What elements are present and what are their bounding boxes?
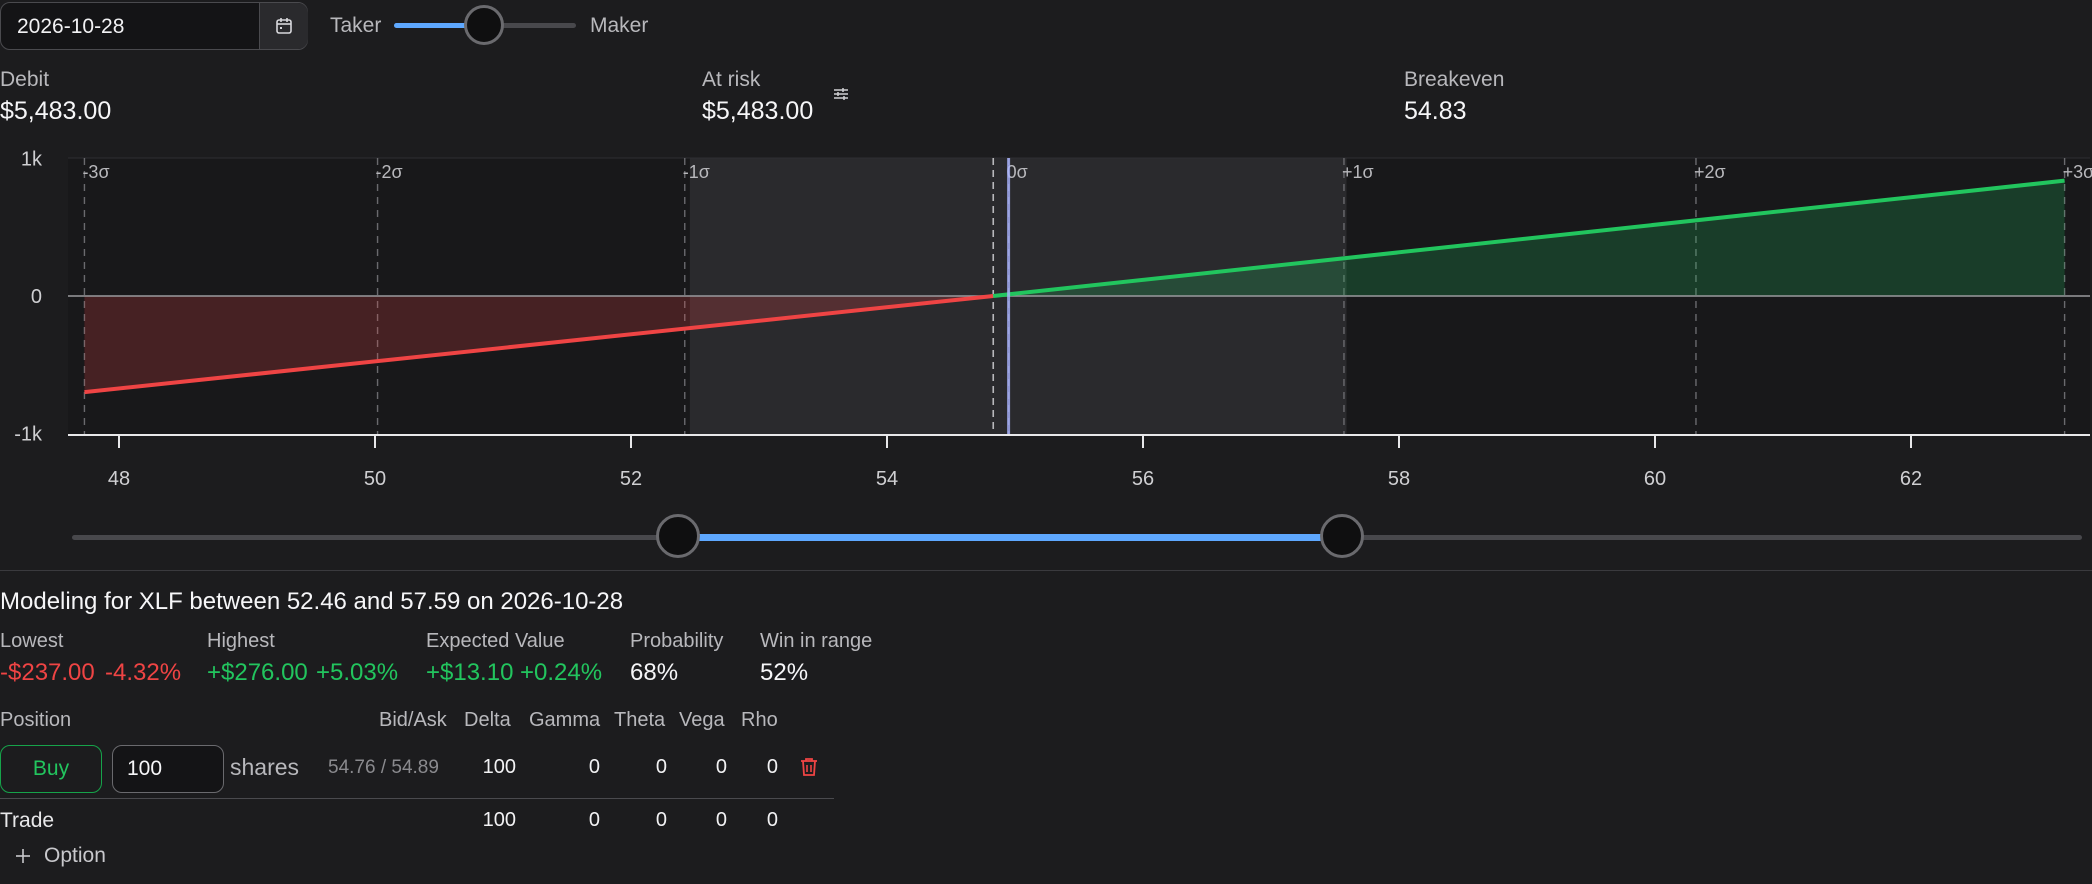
x-tick-label: 60: [1644, 468, 1666, 490]
gamma-header: Gamma: [529, 709, 601, 731]
highest-pct: +5.03%: [316, 659, 399, 686]
calendar-icon: [276, 18, 292, 34]
rho-header: Rho: [741, 709, 778, 731]
sigma-label: +2σ: [1694, 162, 1726, 182]
lowest-value: -$237.00: [0, 659, 95, 686]
row-theta: 0: [655, 756, 667, 778]
y-tick-label: 1k: [21, 150, 43, 171]
quantity-input[interactable]: [112, 745, 224, 793]
delta-header: Delta: [464, 709, 511, 731]
table-divider: [0, 798, 834, 799]
payoff-chart[interactable]: 1k 0 -1k -3σ -2σ -1σ 0σ +1σ +2σ +3σ 48 50 52 54 56 58…: [0, 150, 2092, 490]
sigma-label: +1σ: [1342, 162, 1374, 182]
x-tick-label: 52: [620, 468, 642, 490]
sigma-label: -3σ: [82, 162, 109, 182]
sigma-label: -1σ: [683, 162, 710, 182]
breakeven-value: 54.83: [1404, 97, 1467, 125]
x-tick-label: 58: [1388, 468, 1410, 490]
unit-label: shares: [230, 754, 300, 780]
trade-rho: 0: [766, 809, 778, 831]
taker-maker-slider-handle[interactable]: [464, 5, 504, 45]
trade-vega: 0: [715, 809, 727, 831]
at-risk-label: At risk: [702, 68, 761, 91]
trash-icon: [801, 758, 817, 776]
loss-line: [84, 294, 994, 395]
position-header: Position: [0, 709, 72, 731]
range-high-handle[interactable]: [1320, 514, 1364, 558]
lowest-label: Lowest: [0, 630, 64, 652]
buy-sell-toggle[interactable]: Buy: [0, 745, 102, 793]
sigma-label: -2σ: [376, 162, 403, 182]
x-tick-label: 54: [876, 468, 898, 490]
trade-gamma: 0: [588, 809, 600, 831]
plus-icon: [16, 849, 30, 863]
probability-label: Probability: [630, 630, 724, 652]
sliders-icon: [834, 88, 848, 100]
add-option-label: Option: [44, 844, 106, 867]
lowest-pct: -4.32%: [105, 659, 182, 686]
x-tick-label: 56: [1132, 468, 1154, 490]
debit-value: $5,483.00: [0, 97, 112, 125]
x-tick-label: 62: [1900, 468, 1922, 490]
breakeven-label: Breakeven: [1404, 68, 1505, 91]
trade-label: Trade: [0, 809, 55, 832]
section-divider: [0, 570, 2092, 571]
bid-ask-header: Bid/Ask: [379, 709, 447, 731]
expected-value-label: Expected Value: [426, 630, 565, 652]
theta-header: Theta: [614, 709, 666, 731]
trade-delta: 100: [482, 809, 516, 831]
sigma-label: 0σ: [1007, 162, 1028, 182]
y-tick-label: 0: [31, 286, 42, 308]
bid-ask-value: 54.76 / 54.89: [328, 757, 439, 778]
x-tick-label: 48: [108, 468, 130, 490]
range-low-handle[interactable]: [656, 514, 700, 558]
calendar-button[interactable]: [259, 3, 308, 49]
highest-value: +$276.00: [207, 659, 308, 686]
win-in-range-value: 52%: [760, 659, 809, 686]
profit-line: [993, 178, 2065, 298]
debit-label: Debit: [0, 68, 50, 91]
row-gamma: 0: [588, 756, 600, 778]
modeling-title: Modeling for XLF between 52.46 and 57.59…: [0, 588, 624, 615]
taker-label: Taker: [330, 14, 382, 37]
row-delta: 100: [482, 756, 516, 778]
delete-position-button[interactable]: [798, 756, 820, 783]
trade-theta: 0: [655, 809, 667, 831]
x-tick-label: 50: [364, 468, 386, 490]
price-range-fill: [678, 534, 1342, 541]
add-option-button[interactable]: Option: [14, 844, 106, 868]
taker-maker-slider-fill: [394, 23, 484, 28]
row-rho: 0: [766, 756, 778, 778]
date-value[interactable]: 2026-10-28: [17, 15, 125, 38]
row-vega: 0: [715, 756, 727, 778]
expected-value: +$13.10: [426, 659, 514, 686]
at-risk-value: $5,483.00: [702, 97, 814, 125]
y-tick-label: -1k: [14, 423, 43, 445]
maker-label: Maker: [590, 14, 649, 37]
risk-settings-button[interactable]: [832, 85, 850, 108]
expected-value-pct: +0.24%: [520, 659, 603, 686]
sigma-label: +3σ: [2063, 162, 2092, 182]
probability-value: 68%: [630, 659, 679, 686]
highest-label: Highest: [207, 630, 275, 652]
vega-header: Vega: [679, 709, 725, 731]
date-picker[interactable]: 2026-10-28: [0, 2, 308, 50]
win-in-range-label: Win in range: [760, 630, 873, 652]
